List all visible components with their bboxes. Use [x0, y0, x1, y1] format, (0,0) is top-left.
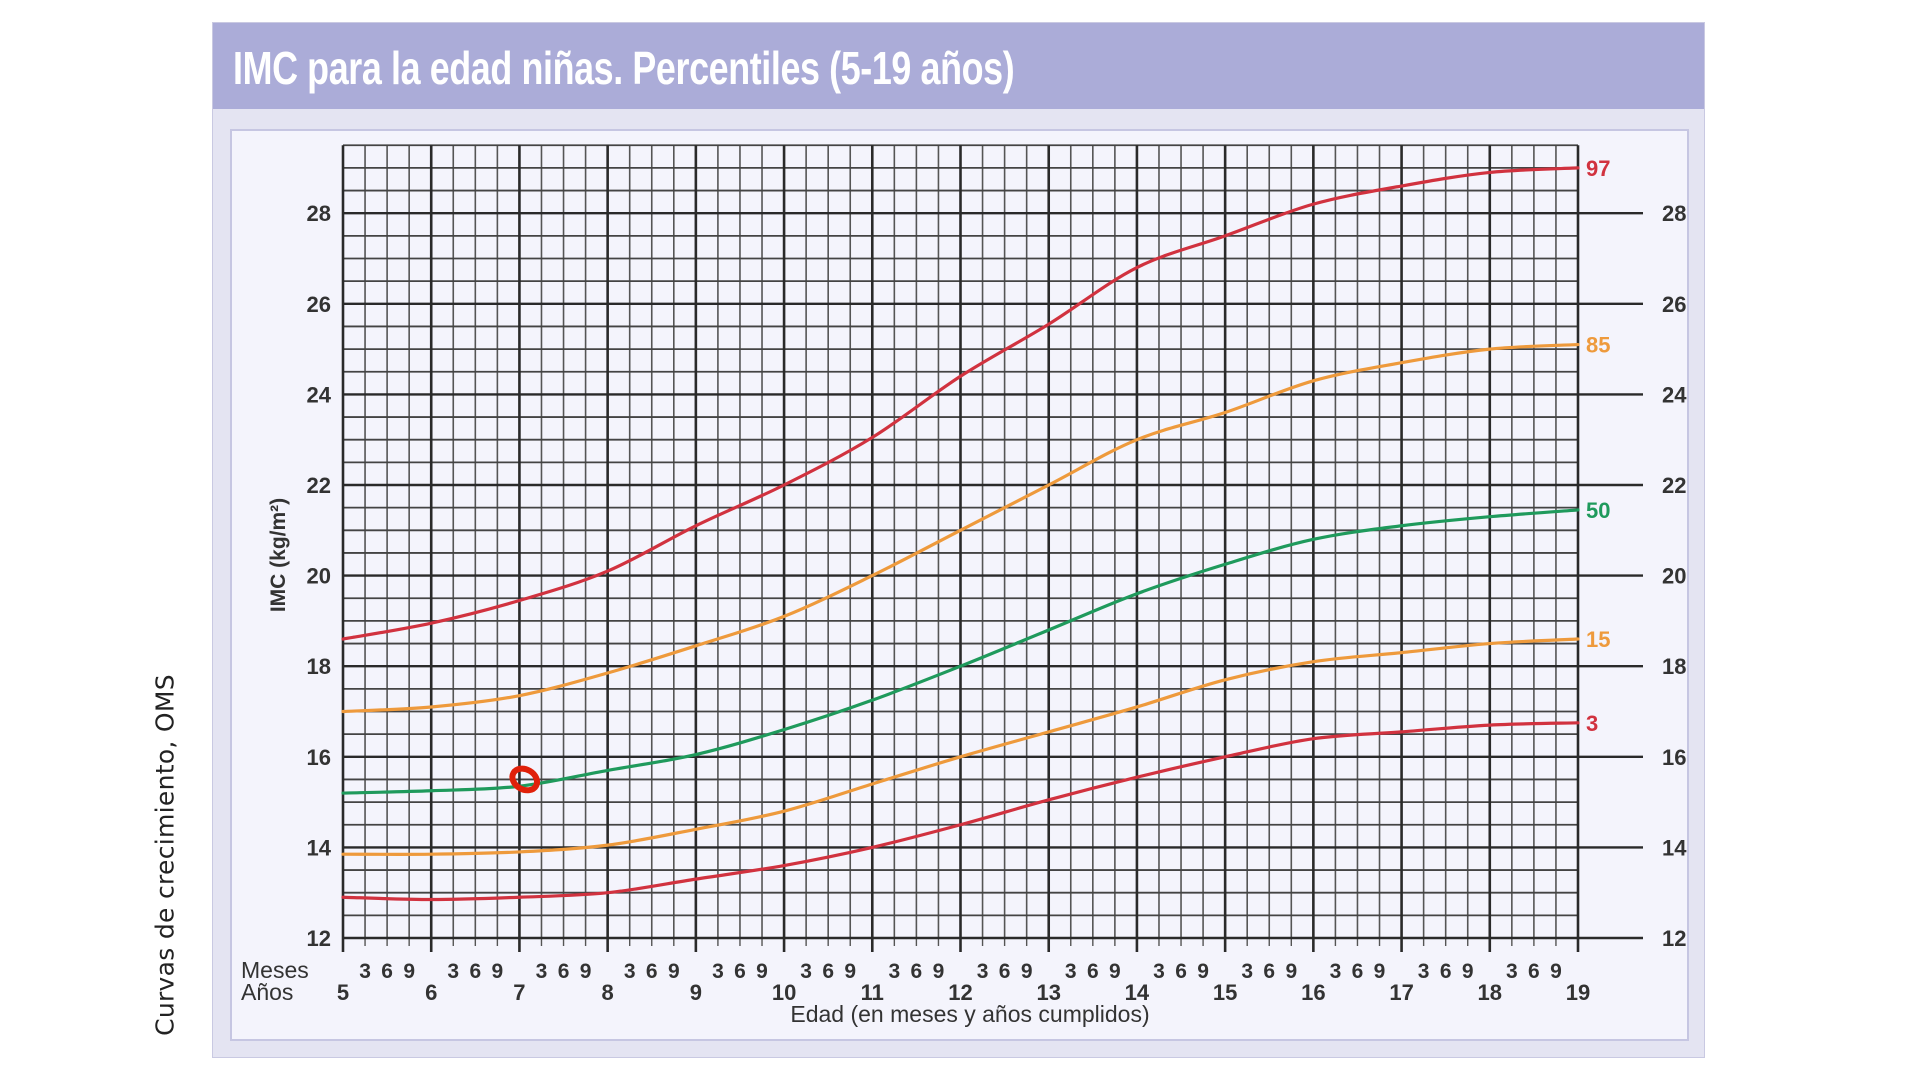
month-tick-label: 3	[888, 960, 900, 983]
month-tick-label: 6	[734, 960, 746, 983]
year-tick-label: 9	[690, 980, 702, 1005]
percentile-label-p3: 3	[1586, 711, 1598, 736]
chart-header: IMC para la edad niñas. Percentiles (5-1…	[213, 23, 1704, 109]
x-axis-label: Edad (en meses y años cumplidos)	[790, 1001, 1149, 1027]
month-tick-label: 9	[1550, 960, 1562, 983]
y-tick-label-left: 28	[307, 201, 331, 226]
month-tick-label: 9	[1285, 960, 1297, 983]
month-tick-label: 6	[999, 960, 1011, 983]
month-tick-label: 6	[1263, 960, 1275, 983]
month-tick-label: 3	[800, 960, 812, 983]
percentile-label-p85: 85	[1586, 333, 1610, 358]
percentile-curve-p50	[341, 508, 1580, 795]
percentile-curve-p85	[341, 342, 1580, 714]
month-tick-label: 3	[447, 960, 459, 983]
year-tick-label: 18	[1478, 980, 1502, 1005]
month-tick-label: 3	[1241, 960, 1253, 983]
year-tick-label: 13	[1036, 980, 1060, 1005]
y-tick-label-left: 24	[307, 382, 332, 407]
year-tick-label: 12	[948, 980, 972, 1005]
month-tick-label: 6	[469, 960, 481, 983]
year-tick-label: 6	[425, 980, 437, 1005]
percentile-label-p15: 15	[1586, 627, 1610, 652]
month-tick-label: 3	[1065, 960, 1077, 983]
month-tick-label: 9	[403, 960, 415, 983]
y-tick-label-right: 28	[1662, 201, 1686, 226]
y-tick-label-right: 20	[1662, 564, 1686, 589]
y-tick-label-left: 22	[307, 473, 331, 498]
year-tick-label: 7	[513, 980, 525, 1005]
month-tick-label: 6	[911, 960, 923, 983]
year-tick-label: 14	[1125, 980, 1150, 1005]
year-tick-label: 8	[602, 980, 614, 1005]
y-tick-label-left: 12	[307, 926, 331, 951]
month-tick-label: 9	[844, 960, 856, 983]
percentile-label-p50: 50	[1586, 498, 1610, 523]
percentile-curve-p15	[341, 637, 1580, 856]
y-tick-label-right: 16	[1662, 745, 1686, 770]
month-tick-label: 9	[756, 960, 768, 983]
month-tick-label: 9	[1197, 960, 1209, 983]
month-tick-label: 6	[1440, 960, 1452, 983]
percentile-curves: 97 85 50 15 3	[341, 156, 1610, 902]
percentile-curve-p3	[341, 721, 1580, 902]
percentile-curve-p97	[341, 166, 1580, 641]
y-tick-label-left: 26	[307, 292, 331, 317]
month-tick-label: 9	[580, 960, 592, 983]
month-tick-label: 9	[1462, 960, 1474, 983]
y-tick-label-left: 20	[307, 564, 331, 589]
year-tick-label: 5	[337, 980, 349, 1005]
month-tick-label: 6	[646, 960, 658, 983]
month-tick-label: 9	[1021, 960, 1033, 983]
month-tick-label: 9	[1109, 960, 1121, 983]
y-tick-label-right: 12	[1662, 926, 1686, 951]
years-row-label: Años	[241, 979, 293, 1005]
month-tick-label: 6	[1175, 960, 1187, 983]
month-tick-label: 6	[1528, 960, 1540, 983]
marker-layer	[509, 765, 541, 794]
patient-marker-circle	[509, 765, 541, 794]
grid-major	[341, 145, 1643, 952]
percentile-label-p97: 97	[1586, 156, 1610, 181]
month-tick-label: 9	[1374, 960, 1386, 983]
year-tick-label: 10	[772, 980, 796, 1005]
year-tick-label: 19	[1566, 980, 1590, 1005]
month-tick-label: 6	[822, 960, 834, 983]
y-tick-label-right: 18	[1662, 654, 1686, 679]
y-tick-label-right: 22	[1662, 473, 1686, 498]
month-tick-label: 6	[381, 960, 393, 983]
y-tick-label-left: 14	[307, 835, 332, 860]
month-tick-label: 3	[624, 960, 636, 983]
y-tick-label-left: 18	[307, 654, 331, 679]
year-tick-label: 16	[1301, 980, 1325, 1005]
month-tick-label: 3	[1418, 960, 1430, 983]
y-axis-label: IMC (kg/m²)	[267, 498, 290, 612]
month-tick-label: 3	[359, 960, 371, 983]
year-tick-label: 11	[861, 980, 884, 1005]
months-row-label: Meses	[241, 957, 309, 983]
y-tick-label-right: 24	[1662, 382, 1687, 407]
month-tick-label: 3	[536, 960, 548, 983]
month-tick-label: 9	[668, 960, 680, 983]
y-tick-label-left: 16	[307, 745, 331, 770]
month-tick-label: 6	[558, 960, 570, 983]
month-tick-label: 3	[1153, 960, 1165, 983]
chart-title: IMC para la edad niñas. Percentiles (5-1…	[233, 42, 1015, 94]
y-tick-label-right: 14	[1662, 835, 1687, 860]
y-tick-label-right: 26	[1662, 292, 1686, 317]
month-tick-label: 3	[1506, 960, 1518, 983]
month-tick-label: 9	[492, 960, 504, 983]
month-tick-label: 3	[1330, 960, 1342, 983]
month-tick-label: 3	[977, 960, 989, 983]
month-tick-label: 6	[1087, 960, 1099, 983]
month-tick-label: 3	[712, 960, 724, 983]
month-tick-label: 9	[933, 960, 945, 983]
year-tick-label: 17	[1389, 980, 1413, 1005]
year-tick-label: 15	[1213, 980, 1237, 1005]
month-tick-label: 6	[1352, 960, 1364, 983]
